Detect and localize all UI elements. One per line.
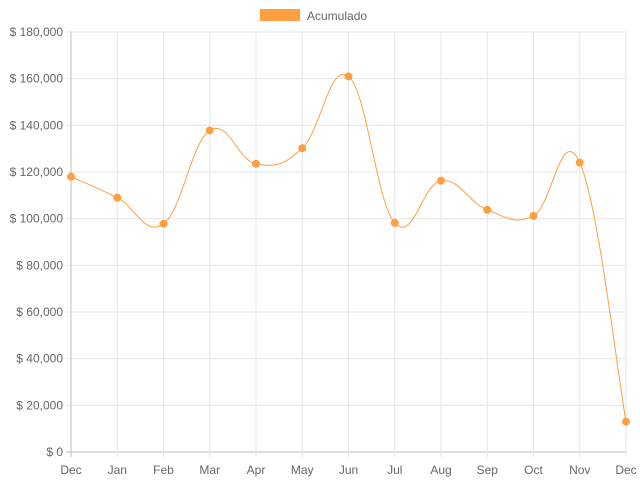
legend-swatch[interactable] [260, 9, 300, 21]
data-point[interactable] [252, 159, 260, 168]
y-tick-label: $ 0 [46, 445, 63, 459]
y-tick-label: $ 20,000 [16, 398, 63, 412]
data-point[interactable] [298, 144, 307, 153]
x-tick-label: Jun [339, 463, 358, 477]
data-point[interactable] [390, 218, 399, 227]
series [67, 72, 630, 426]
data-point[interactable] [344, 72, 353, 81]
x-tick-label: Oct [524, 463, 543, 477]
legend[interactable]: Acumulado [260, 9, 367, 23]
x-tick-label: Aug [430, 463, 451, 477]
x-tick-label: Apr [247, 463, 266, 477]
x-tick-label: Dec [60, 463, 81, 477]
axes: $ 0 $ 20,000 $ 40,000 $ 60,000 $ 80,000 $ 100… [10, 25, 637, 477]
series-line-acumulado [70, 73, 627, 422]
x-tick-label: Jan [108, 463, 127, 477]
x-tick-label: Sep [477, 463, 499, 477]
x-tick-label: Mar [199, 463, 220, 477]
data-point[interactable] [437, 176, 445, 185]
data-point[interactable] [575, 158, 584, 167]
data-point[interactable] [159, 219, 168, 228]
data-point[interactable] [67, 172, 75, 181]
y-tick-label: $ 120,000 [10, 165, 64, 179]
y-tick-label: $ 140,000 [10, 118, 64, 132]
data-point[interactable] [205, 126, 214, 135]
data-point[interactable] [113, 193, 122, 202]
y-tick-label: $ 160,000 [10, 72, 64, 86]
x-tick-label: Nov [569, 463, 590, 477]
x-tick-label: May [291, 463, 314, 477]
legend-label-acumulado[interactable]: Acumulado [307, 9, 367, 23]
data-point[interactable] [529, 211, 538, 220]
x-tick-label: Jul [387, 463, 402, 477]
y-tick-label: $ 60,000 [16, 305, 63, 319]
y-tick-label: $ 40,000 [16, 352, 63, 366]
x-tick-label: Feb [153, 463, 174, 477]
y-tick-label: $ 80,000 [16, 258, 63, 272]
y-tick-label: $ 100,000 [10, 212, 64, 226]
x-tick-label: Dec [615, 463, 636, 477]
y-tick-label: $ 180,000 [10, 25, 64, 39]
grid [66, 31, 627, 457]
data-point[interactable] [483, 205, 492, 214]
data-point[interactable] [622, 417, 630, 426]
